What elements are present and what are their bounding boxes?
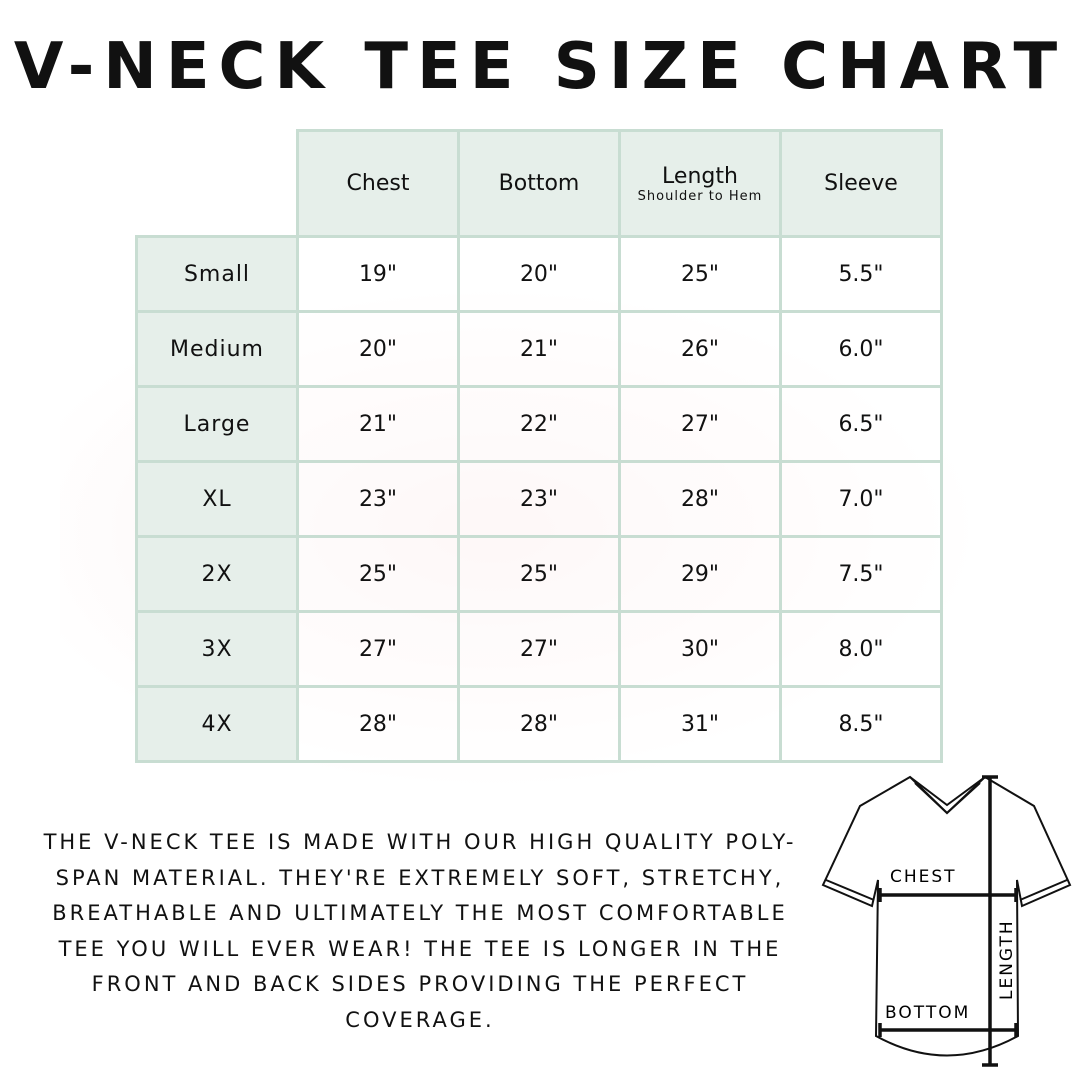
size-label: XL [135,460,299,538]
measurement-cell: 28" [296,685,460,763]
measurement-cell: 6.5" [779,385,943,463]
measurement-cell: 31" [618,685,782,763]
size-label: Large [135,385,299,463]
chest-label: CHEST [890,867,957,887]
measurement-cell: 28" [618,460,782,538]
measurement-cell: 20" [457,235,621,313]
size-table: Chest Bottom Length Shoulder to Hem Sleev… [135,129,943,763]
length-label: LENGTH [997,919,1017,1000]
corner-cell [136,130,299,238]
table-row: XL 23" 23" 28" 7.0" [135,460,943,538]
measurement-cell: 21" [296,385,460,463]
size-label: 2X [135,535,299,613]
measurement-cell: 7.5" [779,535,943,613]
table-row: Small 19" 20" 25" 5.5" [135,235,943,313]
table-row: 2X 25" 25" 29" 7.5" [135,535,943,613]
product-description: The V-neck tee is made with our high qua… [43,830,797,1032]
measurement-cell: 5.5" [779,235,943,313]
size-label: Small [135,235,299,313]
bottom-label: BOTTOM [885,1003,970,1023]
measurement-cell: 20" [296,310,460,388]
measurement-cell: 27" [296,610,460,688]
measurement-cell: 26" [618,310,782,388]
header-row: Chest Bottom Length Shoulder to Hem Sleev… [136,129,943,238]
measurement-cell: 23" [296,460,460,538]
measurement-cell: 21" [457,310,621,388]
measurement-cell: 27" [457,610,621,688]
measurement-cell: 23" [457,460,621,538]
measurement-cell: 28" [457,685,621,763]
measurement-cell: 30" [618,610,782,688]
header-length-sub: Shoulder to Hem [637,188,763,204]
size-label: 3X [135,610,299,688]
measurement-cell: 19" [296,235,460,313]
header-chest: Chest [296,129,460,238]
size-label: Medium [135,310,299,388]
header-length: Length Shoulder to Hem [618,129,782,238]
page-title: V-NECK TEE SIZE CHART [13,30,1067,104]
measurement-cell: 25" [457,535,621,613]
size-label: 4X [135,685,299,763]
measurement-cell: 27" [618,385,782,463]
measurement-cell: 25" [296,535,460,613]
measurement-cell: 7.0" [779,460,943,538]
measurement-cell: 29" [618,535,782,613]
table-row: 4X 28" 28" 31" 8.5" [135,685,943,763]
table-row: Medium 20" 21" 26" 6.0" [135,310,943,388]
measurement-cell: 8.0" [779,610,943,688]
table-row: Large 21" 22" 27" 6.5" [135,385,943,463]
table-row: 3X 27" 27" 30" 8.0" [135,610,943,688]
measurement-cell: 8.5" [779,685,943,763]
header-sleeve: Sleeve [779,129,943,238]
measurement-cell: 25" [618,235,782,313]
measurement-cell: 22" [457,385,621,463]
header-bottom: Bottom [457,129,621,238]
measurement-cell: 6.0" [779,310,943,388]
